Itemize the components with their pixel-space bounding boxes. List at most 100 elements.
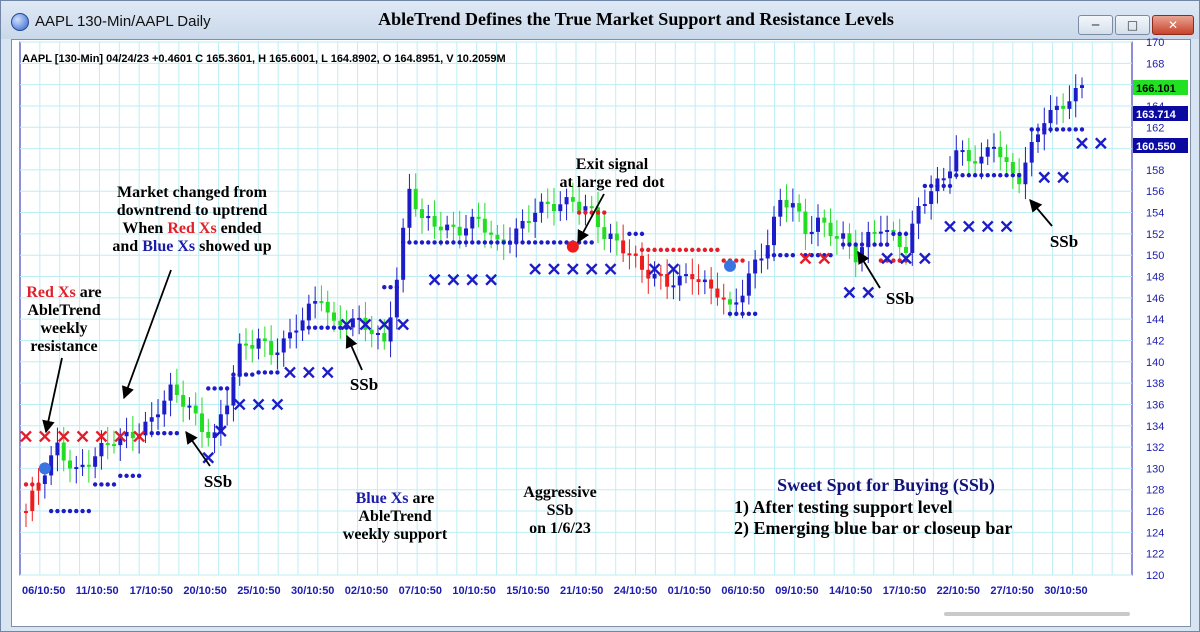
support-x [1038, 171, 1051, 184]
price-bar-body [985, 147, 990, 157]
support-dot [105, 482, 110, 487]
price-bar-body [658, 273, 663, 276]
minimize-button[interactable]: ─ [1078, 15, 1113, 35]
support-dot [840, 242, 846, 247]
support-dot [520, 240, 525, 245]
price-bar-body [885, 230, 890, 233]
price-bar-body [709, 279, 714, 289]
support-x [667, 263, 680, 275]
support-dot [382, 284, 387, 290]
support-dot [734, 311, 739, 317]
support-x [963, 220, 975, 233]
support-dot [444, 240, 450, 245]
support-dot [784, 253, 789, 258]
price-bar-body [420, 209, 424, 219]
resistance-dot [30, 482, 35, 487]
x-tick-label: 17/10:50 [130, 585, 173, 597]
y-tick-label: 140 [1146, 357, 1164, 369]
price-tag [1133, 80, 1188, 95]
support-dot [558, 240, 563, 245]
support-dot [514, 240, 519, 245]
support-dot [928, 183, 934, 189]
support-dot [325, 325, 330, 330]
y-tick-label: 156 [1146, 186, 1164, 198]
price-bar-body [231, 376, 236, 406]
price-bar-body [168, 384, 173, 401]
price-bar-body [929, 191, 934, 204]
support-dot [124, 473, 129, 479]
support-x [548, 263, 560, 275]
support-dot [250, 372, 255, 377]
price-bar-body [822, 217, 827, 223]
y-tick-label: 154 [1146, 208, 1164, 220]
price-bar-body [162, 400, 167, 415]
resistance-x [57, 430, 70, 443]
y-tick-label: 120 [1146, 570, 1164, 582]
price-bar-body [621, 240, 626, 254]
support-dot [633, 231, 638, 237]
support-dot [224, 386, 230, 391]
price-bar-body [118, 436, 123, 446]
price-bar-body [671, 285, 676, 288]
resistance-dot [696, 247, 701, 253]
price-bar-body [891, 230, 896, 233]
price-bar-body [564, 197, 569, 205]
support-dot [61, 508, 66, 514]
price-bar-body [80, 464, 85, 468]
resistance-x [133, 430, 145, 443]
price-bar-body [281, 338, 286, 353]
support-dot [884, 242, 890, 247]
price-bar-body [973, 161, 978, 164]
price-bar-body [853, 244, 858, 263]
maximize-button[interactable]: □ [1115, 15, 1150, 35]
support-x [303, 366, 315, 379]
support-xs [202, 137, 1107, 464]
y-tick-label: 122 [1146, 549, 1164, 561]
price-bar-body [338, 320, 343, 326]
price-bar-body [187, 405, 192, 408]
price-bar-body [577, 201, 582, 211]
y-tick-label: 134 [1146, 421, 1164, 433]
support-dot [727, 311, 733, 317]
resistance-dot [677, 247, 682, 253]
price-bar-body [407, 188, 412, 228]
price-tag [1133, 138, 1188, 153]
support-dot [400, 240, 406, 245]
support-dot [972, 173, 978, 178]
resistance-dot [878, 258, 884, 263]
close-button[interactable]: ✕ [1152, 15, 1194, 35]
exit-signal-note: Exit signal at large red dot [559, 156, 665, 191]
price-bar-body [589, 206, 594, 209]
price-bar-body [1004, 157, 1009, 163]
support-dot [488, 240, 494, 245]
price-bar-body [520, 220, 525, 229]
support-dots [48, 127, 1085, 514]
support-x [1076, 137, 1088, 150]
ssb-label: SSb [203, 472, 233, 491]
support-dot [922, 183, 928, 189]
support-dot [935, 183, 940, 189]
price-bar-body [394, 279, 399, 318]
support-dot [1067, 127, 1072, 132]
price-bar-body [690, 274, 695, 280]
x-tick-label: 06/10:50 [721, 585, 764, 597]
resistance-dot [36, 482, 41, 487]
resistance-dot [734, 258, 739, 263]
price-bar-body [740, 295, 745, 303]
support-x [567, 263, 579, 275]
price-bar-body [828, 222, 833, 237]
resistance-x [818, 252, 831, 265]
support-dot [627, 231, 632, 237]
horizontal-scrollbar[interactable] [944, 612, 1130, 616]
support-dot [853, 242, 858, 247]
support-dot [778, 253, 783, 258]
resistance-dot [891, 258, 896, 263]
price-bar-body [313, 301, 318, 304]
title-bar[interactable]: AAPL 130-Min/AAPL Daily AbleTrend Define… [1, 1, 1199, 39]
price-tag-label: 166.101 [1136, 83, 1176, 95]
support-dot [438, 240, 444, 245]
support-dot [476, 240, 481, 245]
support-dot [966, 173, 972, 178]
resistance-dot [646, 247, 651, 253]
support-dot [86, 508, 92, 514]
